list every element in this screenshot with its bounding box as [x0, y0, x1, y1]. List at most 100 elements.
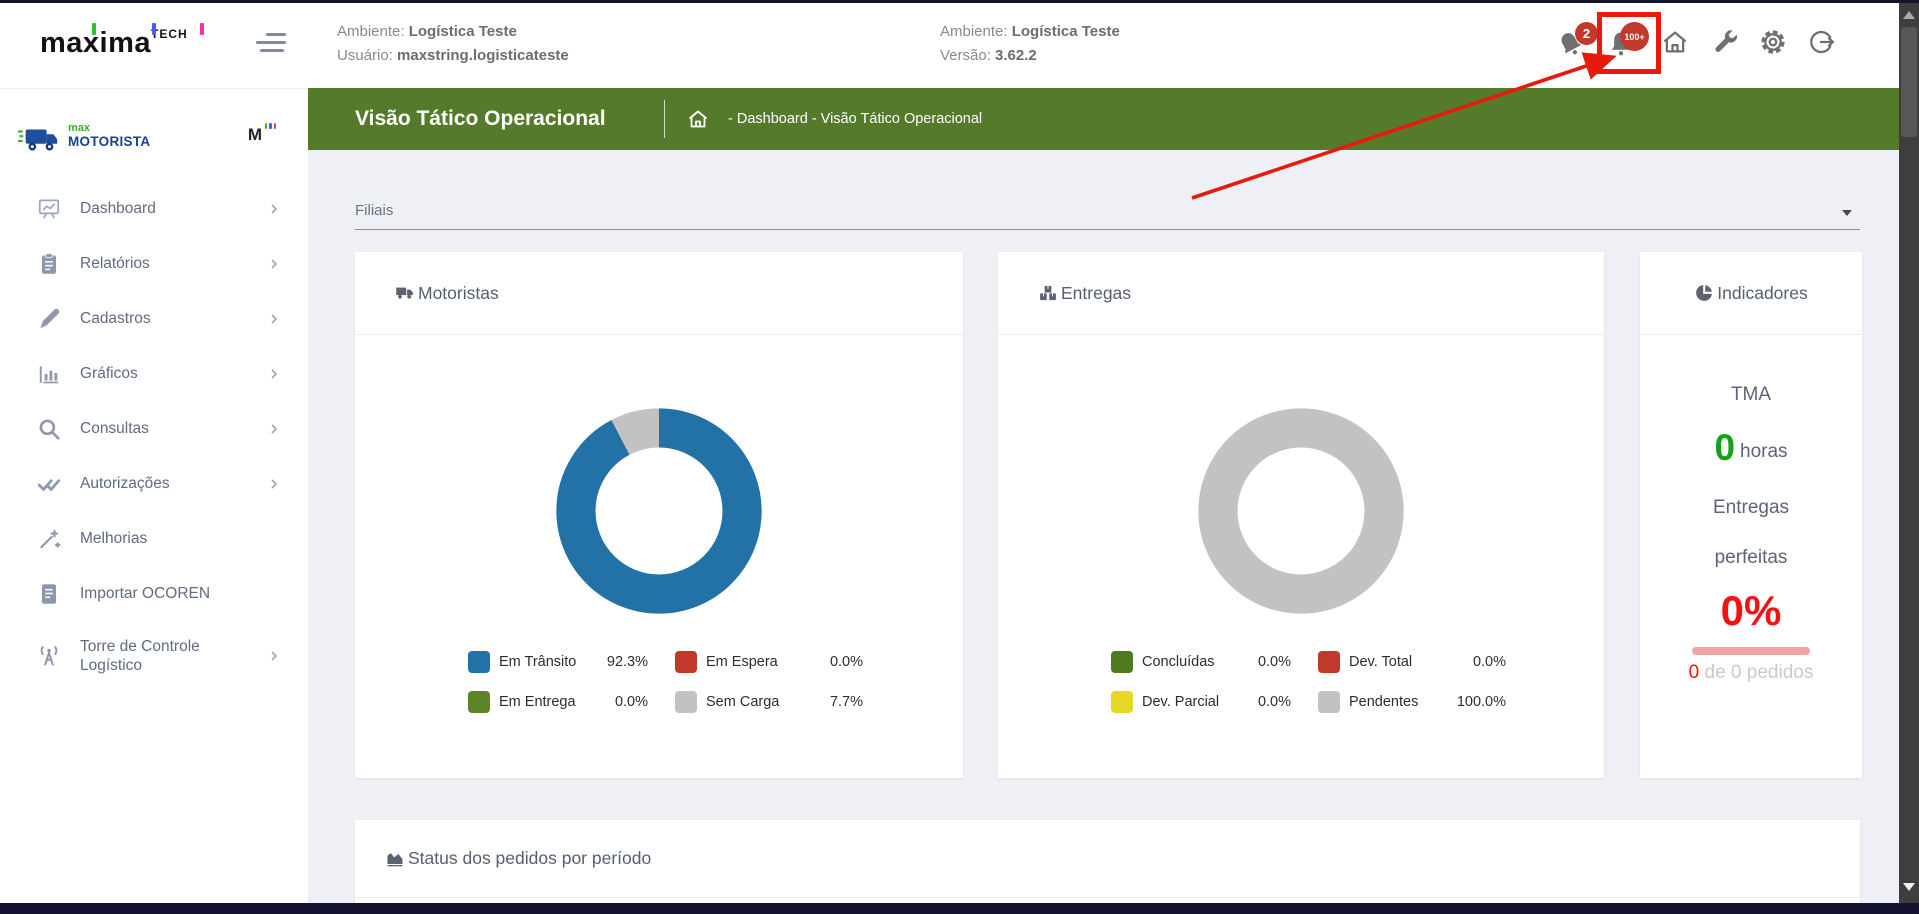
sidebar-menu: Dashboard Relatórios Cadastros [0, 181, 308, 691]
sidebar-item-importar-ocoren[interactable]: Importar OCOREN [0, 566, 308, 621]
max-motorista-brand: max MOTORISTA M [18, 119, 290, 165]
sidebar-item-melhorias[interactable]: Melhorias [0, 511, 308, 566]
gear-icon[interactable] [1758, 27, 1788, 57]
legend-swatch [1111, 690, 1133, 713]
sidebar-item-label: Torre de Controle Logístico [80, 638, 200, 674]
chevron-right-icon [271, 313, 278, 324]
sidebar-item-autorizacoes[interactable]: Autorizações [0, 456, 308, 511]
sidebar-item-consultas[interactable]: Consultas [0, 401, 308, 456]
chevron-right-icon [271, 423, 278, 434]
scroll-up-arrow-icon[interactable] [1903, 11, 1915, 19]
chevron-right-icon [271, 368, 278, 379]
alerts-count-badge[interactable]: 2 [1575, 22, 1598, 45]
perfect-deliveries-label-2: perfeitas [1714, 547, 1788, 568]
sidebar-item-graficos[interactable]: Gráficos [0, 346, 308, 401]
sidebar: max MOTORISTA M Dashboard [0, 88, 308, 903]
legend-item[interactable]: Em Entrega 0.0% [468, 690, 648, 713]
document-icon [41, 583, 57, 604]
magic-wand-icon [40, 529, 61, 548]
alerts-bell-icon[interactable] [1551, 25, 1592, 66]
sidebar-item-label: Dashboard [80, 200, 156, 217]
presentation-chart-icon [38, 198, 60, 219]
sidebar-item-torre-de-controle[interactable]: Torre de Controle Logístico [0, 621, 308, 691]
sidebar-item-relatorios[interactable]: Relatórios [0, 236, 308, 291]
legend-item[interactable]: Concluídas 0.0% [1111, 650, 1291, 673]
orders-summary: 0 de 0 pedidos [1688, 662, 1814, 683]
motoristas-legend: Em Trânsito 92.3% Em Espera 0.0% Em Entr… [468, 650, 863, 713]
entregas-legend: Concluídas 0.0% Dev. Total 0.0% Dev. Par… [1111, 650, 1506, 713]
environment-version-info: Ambiente: Logística Teste Versão: 3.62.2 [940, 23, 1120, 64]
status-card-title: Status dos pedidos por período [355, 848, 651, 869]
legend-item[interactable]: Em Trânsito 92.3% [468, 650, 648, 673]
logo-accent-blue [152, 23, 156, 35]
motoristas-donut-chart [547, 399, 771, 623]
entregas-card-title: Entregas [998, 283, 1131, 304]
perfect-deliveries-label-1: Entregas [1712, 497, 1790, 518]
brand-name: MOTORISTA [68, 134, 151, 149]
sidebar-item-label: Cadastros [80, 310, 151, 327]
search-icon [39, 419, 60, 440]
brand-prefix: max [68, 122, 91, 134]
area-chart-icon [387, 852, 403, 866]
sidebar-item-label: Relatórios [80, 255, 150, 272]
legend-swatch [1318, 650, 1340, 673]
brand-mini-logo: M [247, 125, 262, 144]
legend-swatch [1318, 690, 1340, 713]
chevron-right-icon [271, 651, 278, 661]
filiais-select[interactable]: Filiais [355, 192, 1860, 230]
annotation-highlight-box [1597, 12, 1661, 74]
menu-toggle-icon[interactable] [252, 33, 292, 55]
indicadores-card-title: Indicadores [1640, 283, 1862, 304]
perfect-deliveries-value: 0% [1720, 587, 1782, 634]
notifications-count-badge[interactable]: 100+ [1620, 22, 1649, 51]
sidebar-item-label: Consultas [80, 420, 149, 437]
chevron-right-icon [271, 258, 278, 269]
legend-item[interactable]: Dev. Total 0.0% [1318, 650, 1506, 673]
legend-swatch [1111, 650, 1133, 673]
truck-logo-icon [18, 129, 58, 151]
window-bottom-edge [0, 903, 1919, 914]
sidebar-item-label: Melhorias [80, 530, 148, 547]
clipboard-icon [41, 252, 57, 274]
indicadores-card-header: Indicadores [1640, 252, 1862, 335]
bar-chart-icon [39, 365, 59, 383]
legend-item[interactable]: Dev. Parcial 0.0% [1111, 690, 1291, 713]
scrollbar-thumb[interactable] [1901, 27, 1917, 137]
chevron-right-icon [271, 203, 278, 214]
home-icon[interactable] [1660, 27, 1690, 57]
logo-accent-green [92, 23, 96, 35]
legend-item[interactable]: Em Espera 0.0% [675, 650, 863, 673]
entregas-donut-chart [1189, 399, 1413, 623]
motoristas-card: Motoristas Em Trânsito 92.3% Em Espera 0… [355, 252, 963, 778]
double-check-icon [37, 478, 61, 491]
breadcrumb: - Dashboard - Visão Tático Operacional [728, 111, 983, 127]
legend-swatch [675, 690, 697, 713]
wrench-icon[interactable] [1710, 27, 1740, 57]
logo-accent-pink [200, 23, 204, 35]
header-separator [664, 100, 665, 138]
legend-swatch [468, 690, 490, 713]
logout-icon[interactable] [1806, 27, 1836, 57]
perfect-deliveries-underline [1692, 647, 1810, 655]
sidebar-item-dashboard[interactable]: Dashboard [0, 181, 308, 236]
vertical-scrollbar[interactable] [1899, 3, 1919, 903]
scroll-down-arrow-icon[interactable] [1903, 883, 1915, 891]
breadcrumb-home-icon[interactable] [686, 107, 710, 131]
legend-item[interactable]: Pendentes 100.0% [1318, 690, 1506, 713]
pencil-icon [40, 308, 60, 328]
status-pedidos-card: Status dos pedidos por período [355, 820, 1860, 914]
truck-icon [396, 287, 413, 299]
sidebar-item-cadastros[interactable]: Cadastros [0, 291, 308, 346]
entregas-card: Entregas Concluídas 0.0% Dev. Total 0.0%… [998, 252, 1604, 778]
antenna-icon [40, 646, 58, 666]
maxima-tech-logo: maximaTECH [40, 23, 240, 69]
legend-item[interactable]: Sem Carga 7.7% [675, 690, 863, 713]
top-header: maximaTECH Ambiente: Logística Teste Usu… [0, 3, 1899, 88]
filiais-label: Filiais [355, 202, 394, 219]
tma-value: 0 horas [1714, 427, 1788, 468]
motoristas-card-header: Motoristas [355, 252, 963, 335]
window-top-edge [0, 0, 1919, 3]
tma-label: TMA [1730, 384, 1772, 405]
status-card-header: Status dos pedidos por período [355, 820, 1860, 898]
